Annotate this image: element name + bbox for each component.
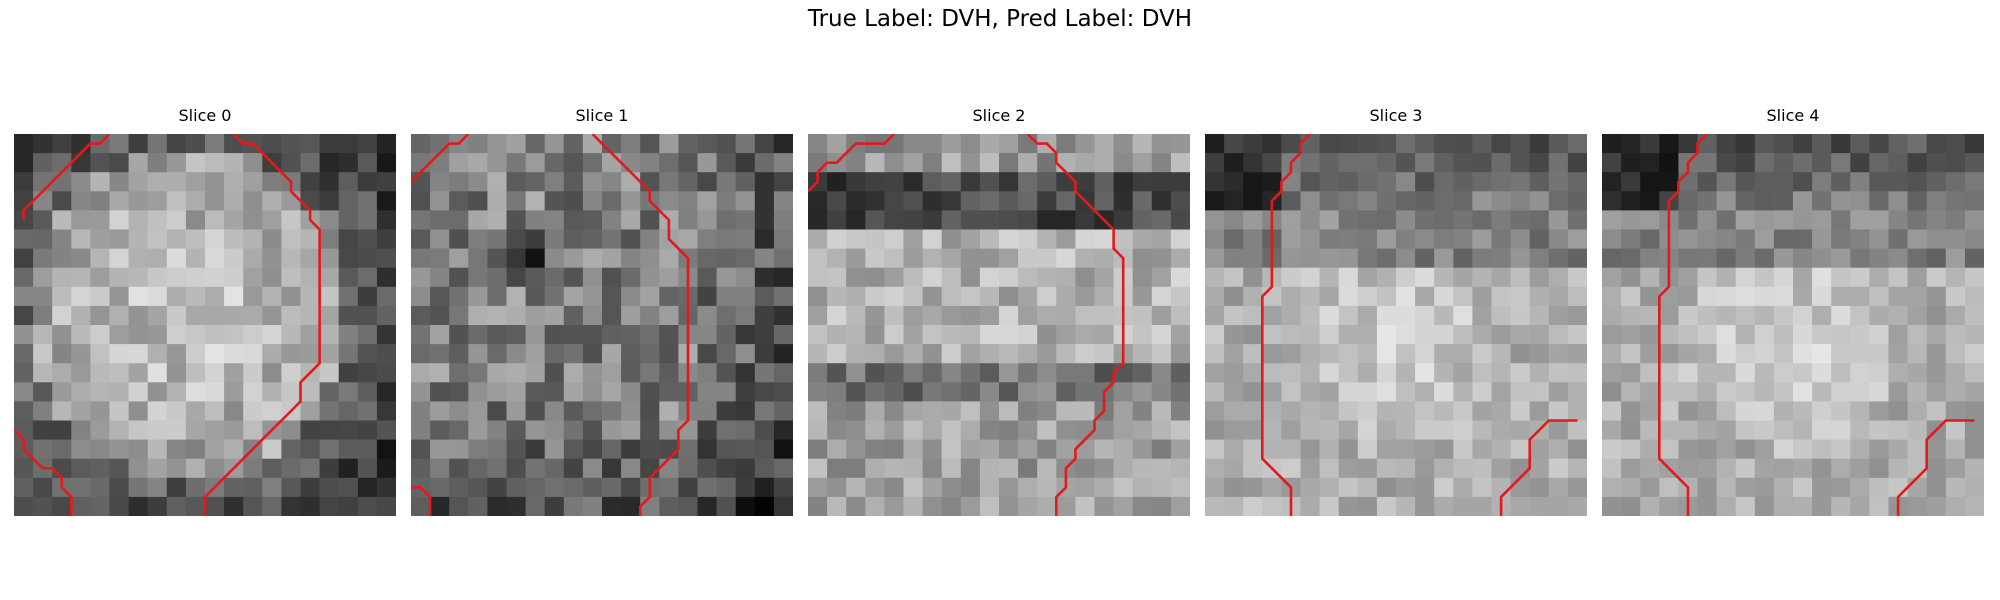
contour-line-1	[1896, 419, 1975, 516]
pixel-grid	[1205, 134, 1587, 516]
slice-panel-1: Slice 1	[411, 106, 793, 518]
contour-line-0	[808, 134, 895, 193]
slice-panel-3: Slice 3	[1205, 106, 1587, 518]
contour-line-2	[411, 486, 432, 516]
slice-image-1	[411, 134, 793, 516]
slice-title-3: Slice 3	[1369, 106, 1423, 125]
slice-title-2: Slice 2	[972, 106, 1026, 125]
pixel-grid	[14, 134, 396, 516]
slice-image-4	[1602, 134, 1984, 516]
slice-image-2	[808, 134, 1190, 516]
contour-line-2	[14, 429, 73, 516]
slice-title-1: Slice 1	[575, 106, 629, 125]
contour-line-1	[591, 134, 690, 516]
pixel-grid	[1602, 134, 1984, 516]
slice-panel-0: Slice 0	[14, 106, 396, 518]
contour-line-0	[1260, 134, 1312, 516]
slice-title-0: Slice 0	[178, 106, 232, 125]
contour-line-1	[1026, 134, 1125, 516]
pixel-grid	[808, 134, 1190, 516]
slice-image-0	[14, 134, 396, 516]
contour-line-0	[22, 134, 111, 220]
contour-line-0	[1657, 134, 1709, 516]
slice-panel-4: Slice 4	[1602, 106, 1984, 518]
slice-image-3	[1205, 134, 1587, 516]
slice-panel-2: Slice 2	[808, 106, 1190, 518]
pixel-grid	[411, 134, 793, 516]
contour-line-1	[1499, 419, 1578, 516]
figure-title: True Label: DVH, Pred Label: DVH	[807, 6, 1193, 32]
contour-line-0	[411, 134, 470, 183]
slice-title-4: Slice 4	[1766, 106, 1820, 125]
contour-line-1	[203, 134, 321, 516]
